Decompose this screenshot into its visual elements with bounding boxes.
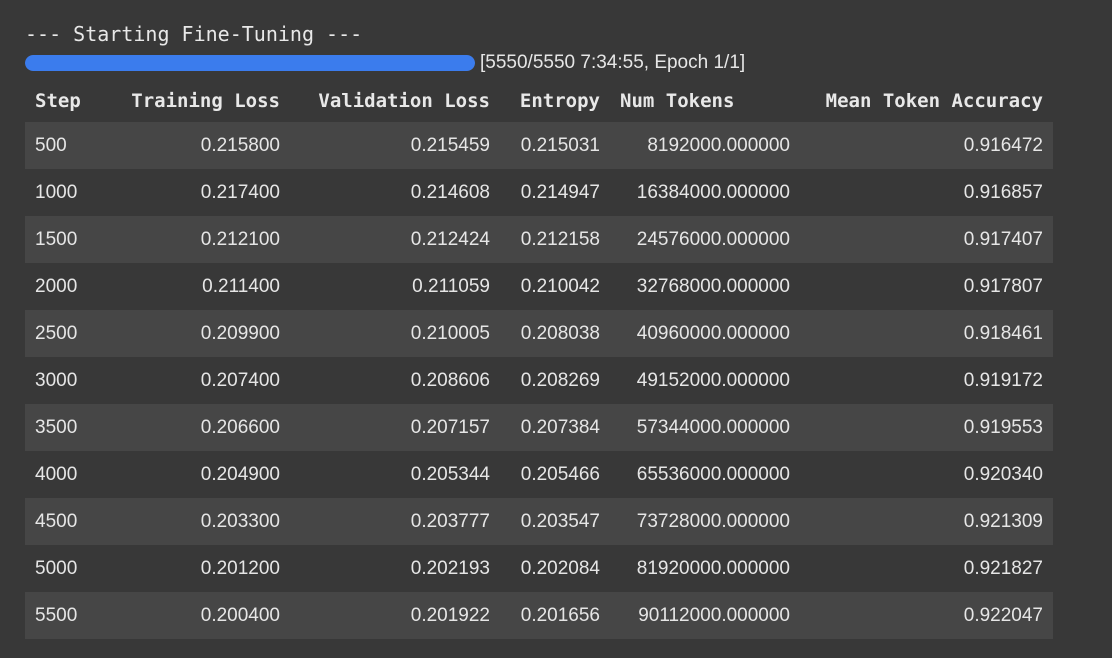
cell-validation-loss: 0.211059 [412, 275, 490, 297]
table-body: 500 0.215800 0.215459 0.215031 8192000.00000… [25, 122, 1053, 639]
cell-entropy: 0.215031 [520, 134, 600, 156]
table-row: 5000 0.201200 0.202193 0.202084 81920000.000… [25, 545, 1053, 592]
column-header-mean-token-accuracy: Mean Token Accuracy [825, 90, 1043, 112]
training-progress: [5550/5550 7:34:55, Epoch 1/1] [25, 51, 745, 75]
cell-training-loss: 0.211400 [202, 275, 280, 297]
column-header-validation-loss: Validation Loss [318, 90, 490, 112]
cell-num-tokens: 65536000.000000 [636, 463, 790, 485]
table-row: 2000 0.211400 0.211059 0.210042 32768000.000… [25, 263, 1053, 310]
cell-step: 1500 [35, 228, 78, 250]
cell-step: 4500 [35, 510, 78, 532]
cell-entropy: 0.208038 [520, 322, 600, 344]
table-row: 4500 0.203300 0.203777 0.203547 73728000.000… [25, 498, 1053, 545]
progress-status-text: [5550/5550 7:34:55, Epoch 1/1] [480, 52, 746, 73]
cell-step: 2500 [35, 322, 78, 344]
table-row: 2500 0.209900 0.210005 0.208038 40960000.000… [25, 310, 1053, 357]
cell-num-tokens: 90112000.000000 [638, 604, 790, 626]
cell-num-tokens: 57344000.000000 [636, 416, 790, 438]
cell-mean-token-accuracy: 0.919553 [963, 416, 1043, 438]
cell-validation-loss: 0.210005 [410, 322, 490, 344]
table-row: 1500 0.212100 0.212424 0.212158 24576000.000… [25, 216, 1053, 263]
cell-step: 1000 [35, 181, 78, 203]
cell-step: 2000 [35, 275, 78, 297]
cell-mean-token-accuracy: 0.922047 [963, 604, 1043, 626]
cell-training-loss: 0.212100 [200, 228, 280, 250]
cell-validation-loss: 0.215459 [410, 134, 490, 156]
cell-entropy: 0.207384 [520, 416, 600, 438]
cell-validation-loss: 0.205344 [410, 463, 490, 485]
cell-training-loss: 0.204900 [200, 463, 280, 485]
cell-validation-loss: 0.202193 [410, 557, 490, 579]
cell-training-loss: 0.206600 [200, 416, 280, 438]
cell-step: 3500 [35, 416, 78, 438]
progress-bar [25, 55, 475, 71]
cell-validation-loss: 0.207157 [410, 416, 490, 438]
cell-training-loss: 0.203300 [200, 510, 280, 532]
cell-step: 5000 [35, 557, 78, 579]
table-row: 3500 0.206600 0.207157 0.207384 57344000.000… [25, 404, 1053, 451]
cell-training-loss: 0.200400 [200, 604, 280, 626]
cell-mean-token-accuracy: 0.921309 [963, 510, 1043, 532]
cell-mean-token-accuracy: 0.918461 [963, 322, 1043, 344]
cell-step: 4000 [35, 463, 78, 485]
cell-mean-token-accuracy: 0.921827 [963, 557, 1043, 579]
progress-bar-fill [25, 55, 475, 71]
cell-training-loss: 0.209900 [200, 322, 280, 344]
cell-num-tokens: 8192000.000000 [647, 134, 790, 156]
column-header-step: Step [35, 90, 81, 112]
table-row: 5500 0.200400 0.201922 0.201656 90112000.000… [25, 592, 1053, 639]
cell-entropy: 0.208269 [520, 369, 600, 391]
cell-mean-token-accuracy: 0.917807 [963, 275, 1043, 297]
column-header-training-loss: Training Loss [131, 90, 280, 112]
cell-validation-loss: 0.214608 [410, 181, 490, 203]
cell-entropy: 0.202084 [520, 557, 600, 579]
cell-mean-token-accuracy: 0.917407 [963, 228, 1043, 250]
cell-entropy: 0.212158 [520, 228, 600, 250]
column-header-num-tokens: Num Tokens [620, 90, 735, 112]
cell-mean-token-accuracy: 0.916472 [963, 134, 1043, 156]
log-header-line: --- Starting Fine-Tuning --- [25, 22, 363, 46]
cell-training-loss: 0.215800 [200, 134, 280, 156]
cell-num-tokens: 24576000.000000 [636, 228, 790, 250]
table-row: 3000 0.207400 0.208606 0.208269 49152000.000… [25, 357, 1053, 404]
column-header-entropy: Entropy [519, 90, 600, 112]
cell-entropy: 0.210042 [520, 275, 600, 297]
table-header-row: Step Training Loss Validation Loss Entro… [25, 80, 1053, 122]
cell-training-loss: 0.207400 [200, 369, 280, 391]
cell-num-tokens: 32768000.000000 [636, 275, 790, 297]
cell-step: 3000 [35, 369, 78, 391]
cell-num-tokens: 16384000.000000 [636, 181, 790, 203]
cell-mean-token-accuracy: 0.919172 [963, 369, 1043, 391]
cell-mean-token-accuracy: 0.920340 [963, 463, 1043, 485]
cell-validation-loss: 0.203777 [410, 510, 490, 532]
table-row: 500 0.215800 0.215459 0.215031 8192000.00000… [25, 122, 1053, 169]
training-metrics-table: Step Training Loss Validation Loss Entro… [25, 80, 1053, 639]
cell-training-loss: 0.201200 [200, 557, 280, 579]
cell-num-tokens: 40960000.000000 [636, 322, 790, 344]
table-row: 1000 0.217400 0.214608 0.214947 16384000.000… [25, 169, 1053, 216]
cell-num-tokens: 81920000.000000 [636, 557, 790, 579]
cell-entropy: 0.203547 [520, 510, 600, 532]
cell-validation-loss: 0.208606 [410, 369, 490, 391]
cell-num-tokens: 73728000.000000 [636, 510, 790, 532]
cell-entropy: 0.205466 [520, 463, 600, 485]
cell-validation-loss: 0.212424 [410, 228, 490, 250]
cell-entropy: 0.201656 [520, 604, 600, 626]
cell-validation-loss: 0.201922 [410, 604, 490, 626]
cell-step: 500 [35, 134, 67, 156]
cell-num-tokens: 49152000.000000 [636, 369, 790, 391]
table-row: 4000 0.204900 0.205344 0.205466 65536000.000… [25, 451, 1053, 498]
cell-step: 5500 [35, 604, 78, 626]
cell-entropy: 0.214947 [520, 181, 600, 203]
cell-training-loss: 0.217400 [200, 181, 280, 203]
cell-mean-token-accuracy: 0.916857 [963, 181, 1043, 203]
